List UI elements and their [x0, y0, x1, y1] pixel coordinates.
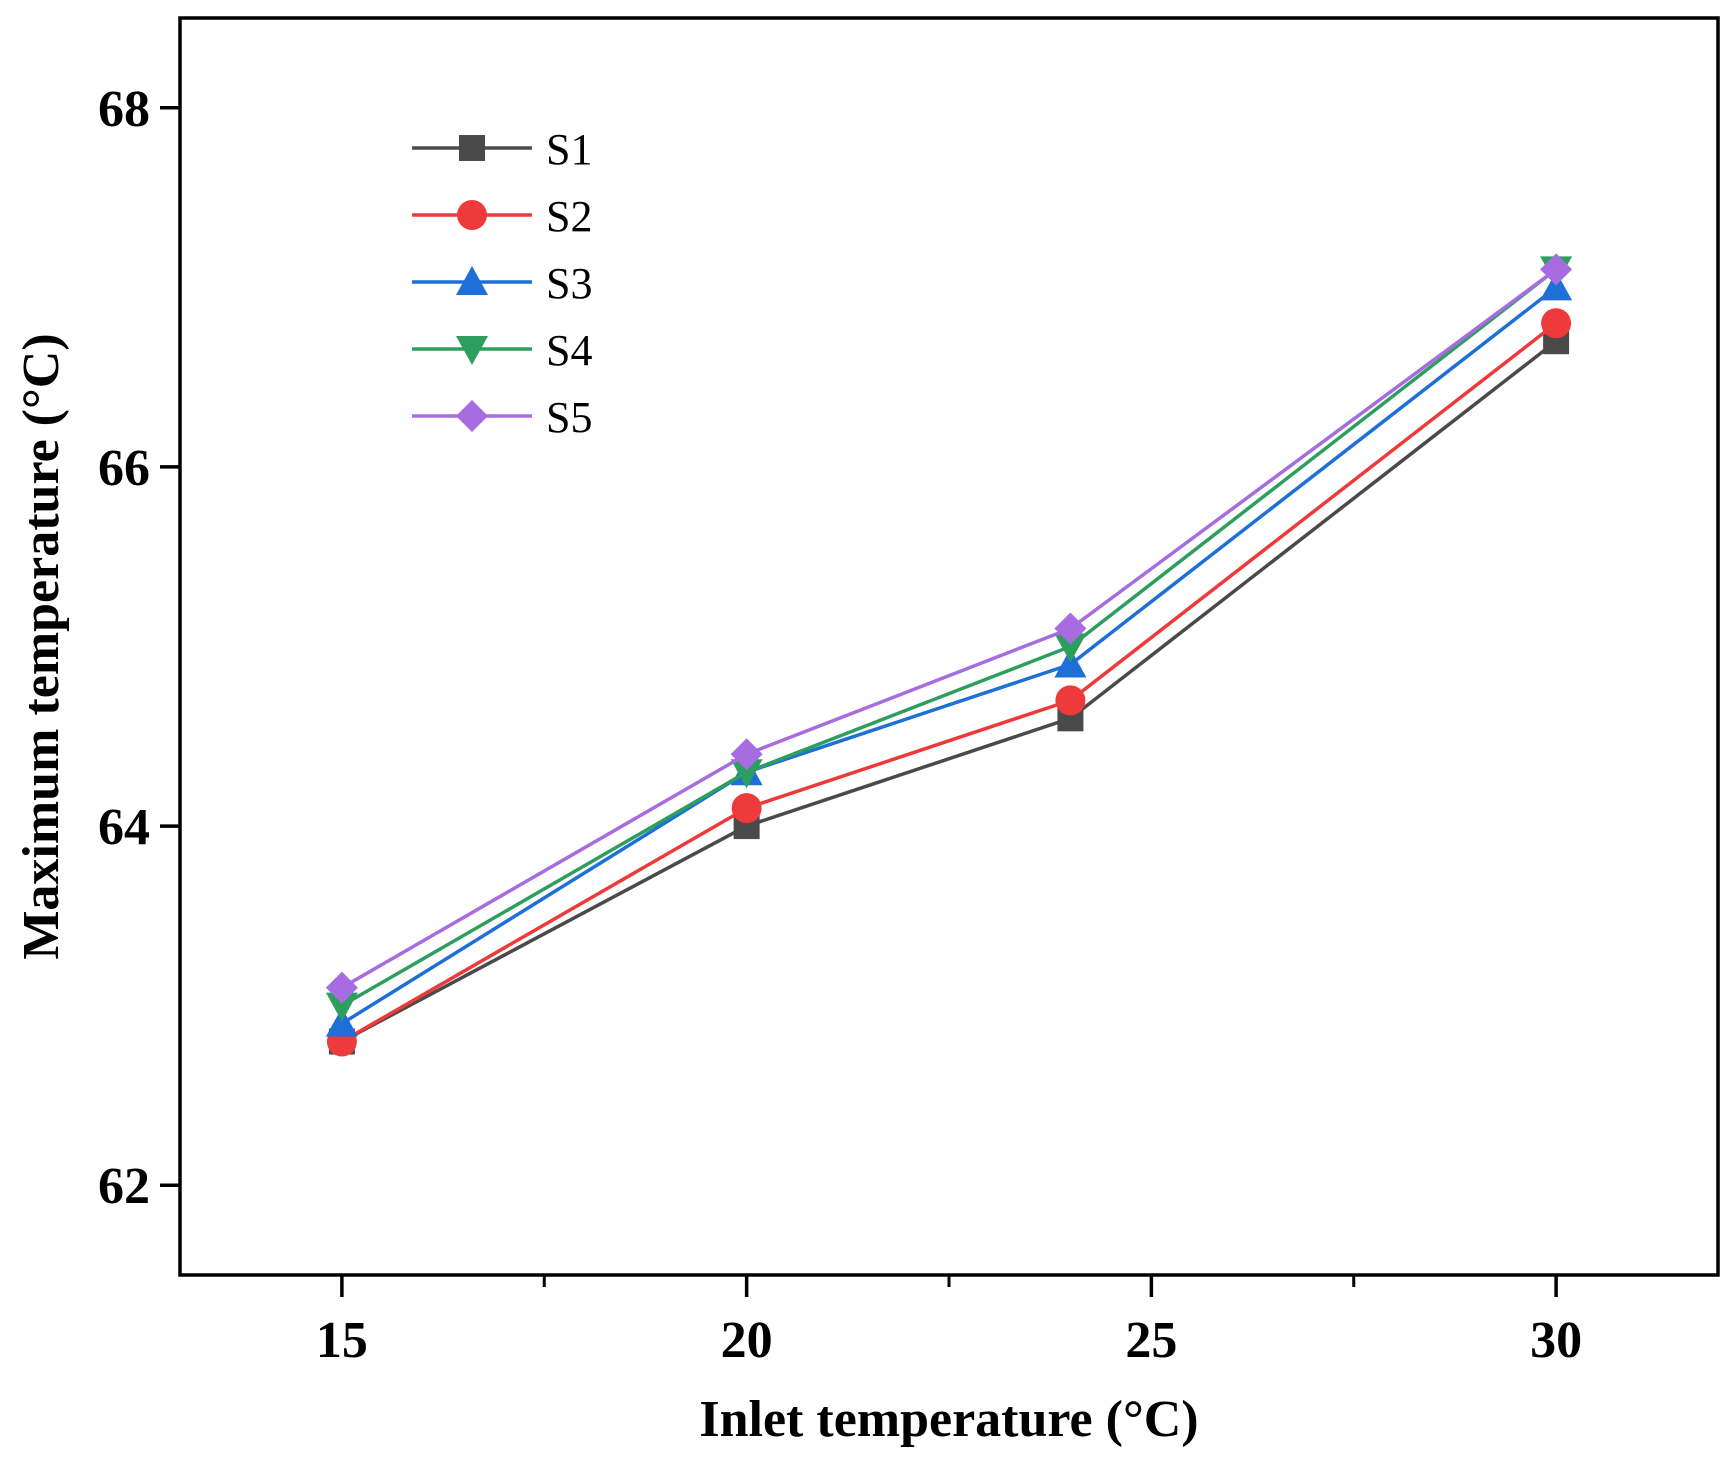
marker-triangle-down: [730, 759, 763, 789]
y-tick-label: 62: [98, 1158, 150, 1215]
marker-circle: [457, 200, 487, 230]
legend-label: S3: [546, 259, 592, 308]
x-tick-label: 20: [721, 1312, 773, 1369]
series-s5: [325, 253, 1573, 1004]
x-tick-label: 25: [1125, 1312, 1177, 1369]
plot-frame: [178, 16, 1720, 1277]
marker-diamond: [730, 738, 763, 771]
y-tick-label: 68: [98, 81, 150, 138]
marker-triangle-down: [1054, 633, 1087, 663]
legend: S1 S2 S3 S4 S5: [412, 125, 592, 442]
legend-item: S2: [412, 192, 592, 241]
legend-label: S1: [546, 125, 592, 174]
marker-square: [459, 135, 485, 161]
marker-triangle-up: [1540, 271, 1573, 301]
series-line: [341, 339, 1558, 1044]
series-s1: [328, 328, 1570, 1055]
x-tick-label: 15: [316, 1312, 368, 1369]
marker-circle: [731, 793, 762, 824]
plot-area: [178, 16, 1720, 1277]
marker-diamond: [1540, 253, 1573, 286]
marker-triangle-down: [325, 992, 358, 1022]
legend-item: S3: [412, 259, 592, 308]
axes: 15 20 25 30 62 64 66 68: [98, 81, 1582, 1369]
series-line: [340, 285, 1558, 1026]
series-line: [341, 267, 1558, 990]
legend-label: S2: [546, 192, 592, 241]
series-s4: [325, 256, 1573, 1022]
x-axis-title: Inlet temperature (°C): [699, 1391, 1198, 1448]
series-s3: [325, 271, 1573, 1037]
legend-label: S5: [546, 393, 592, 442]
legend-item: S4: [412, 326, 592, 375]
marker-triangle-down: [456, 336, 488, 365]
marker-diamond: [325, 971, 358, 1004]
y-tick-label: 66: [98, 440, 150, 497]
marker-triangle-up: [325, 1007, 358, 1037]
legend-item: S5: [412, 393, 592, 442]
y-tick-label: 64: [98, 799, 150, 856]
series-line: [341, 321, 1558, 1044]
marker-diamond: [1054, 612, 1087, 645]
marker-diamond: [456, 400, 488, 432]
series-line: [341, 268, 1558, 1008]
y-axis-title: Maximum temperature (°C): [13, 333, 70, 959]
marker-circle: [1055, 685, 1086, 716]
marker-triangle-up: [1054, 648, 1087, 678]
legend-item: S1: [412, 125, 592, 174]
marker-circle: [1541, 308, 1572, 339]
marker-triangle-up: [456, 266, 488, 295]
x-tick-label: 30: [1530, 1312, 1582, 1369]
series-group: [325, 253, 1573, 1057]
legend-label: S4: [546, 326, 592, 375]
